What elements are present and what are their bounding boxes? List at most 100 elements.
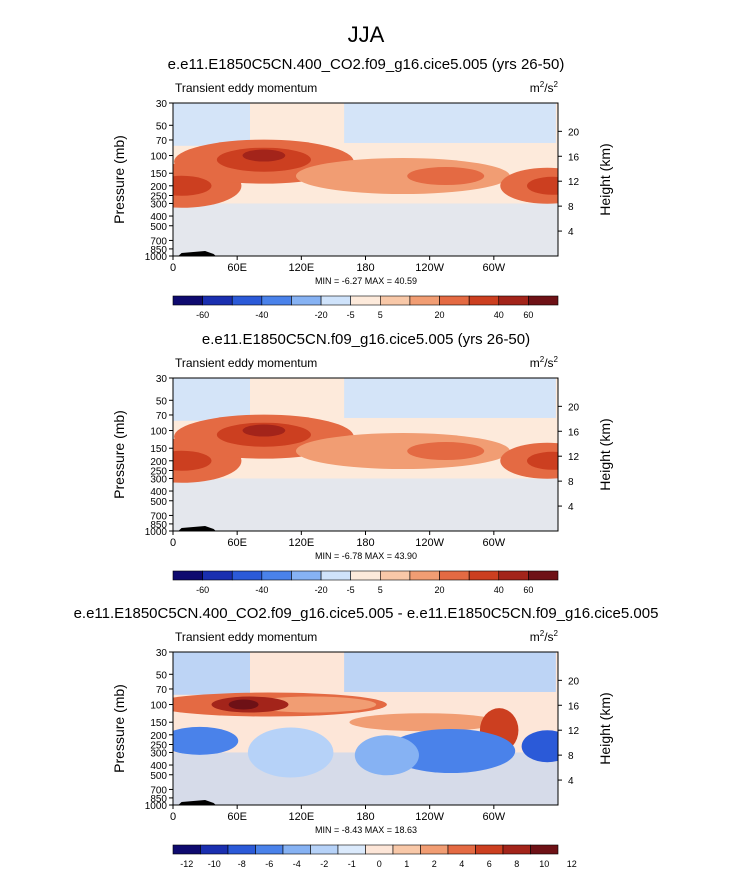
contour-level <box>295 158 510 195</box>
y-tick-label: 200 <box>150 182 167 193</box>
y-tick-label: 250 <box>150 741 167 752</box>
right-tick-label: 12 <box>568 452 580 463</box>
colorbar-box <box>409 570 440 581</box>
y-tick-label: 700 <box>150 236 167 247</box>
colorbar-box <box>320 295 351 306</box>
x-tick-label: 120E <box>288 537 314 549</box>
y-tick-label: 50 <box>156 121 168 132</box>
contour-field <box>173 652 558 805</box>
colorbar-box <box>468 570 500 581</box>
colorbar-box <box>498 570 529 581</box>
units-sup: 2 <box>554 355 559 364</box>
colorbar-box <box>200 844 229 855</box>
region-negative <box>173 652 250 695</box>
contour-level <box>407 167 485 186</box>
y-axis-title: Pressure (mb) <box>111 684 127 773</box>
colorbar-box <box>392 844 421 855</box>
right-tick-label: 20 <box>568 127 580 138</box>
min-max-label: MIN = -8.43 MAX = 18.63 <box>315 825 417 835</box>
y-tick-label: 850 <box>150 245 167 256</box>
colorbar-box <box>172 570 203 581</box>
topography <box>178 526 216 531</box>
colorbar-box <box>439 295 470 306</box>
y-tick-label: 1000 <box>145 252 168 263</box>
colorbar-label: 4 <box>459 859 464 869</box>
chart-panel-1: e.e11.E1850C5CN.400_CO2.f09_g16.cice5.00… <box>111 56 613 320</box>
right-tick-label: 8 <box>568 751 574 762</box>
colorbar-box <box>231 570 263 581</box>
units-sup: 2 <box>554 629 559 638</box>
topography <box>178 251 216 256</box>
main-title: JJA <box>348 22 385 47</box>
y-tick-label: 850 <box>150 520 167 531</box>
colorbar-label: 5 <box>378 585 383 595</box>
contour-level <box>242 424 286 437</box>
colorbar-label: -2 <box>320 859 328 869</box>
units-sup: 2 <box>540 629 545 638</box>
region-negative <box>173 378 250 421</box>
y-tick-label: 100 <box>150 152 167 163</box>
right-tick-label: 16 <box>568 427 580 438</box>
x-tick-label: 0 <box>170 537 176 549</box>
units-mid: /s <box>544 630 553 644</box>
colorbar-label: 10 <box>539 859 549 869</box>
units-label: m2/s2 <box>530 629 559 644</box>
right-tick-label: 20 <box>568 676 580 687</box>
colorbar-label: 40 <box>494 585 504 595</box>
colorbar-label: -10 <box>208 859 221 869</box>
y-tick-label: 150 <box>150 718 167 729</box>
chart-title: e.e11.E1850C5CN.400_CO2.f09_g16.cice5.00… <box>74 605 659 622</box>
y-tick-label: 50 <box>156 396 168 407</box>
colorbar-label: 0 <box>377 859 382 869</box>
chart-panel-2: e.e11.E1850C5CN.f09_g16.cice5.005 (yrs 2… <box>111 331 613 595</box>
colorbar-label: -4 <box>293 859 301 869</box>
contour-level <box>173 726 239 755</box>
units-base: m <box>530 81 540 95</box>
colorbar-label: 20 <box>435 585 445 595</box>
y-axis-title: Pressure (mb) <box>111 410 127 499</box>
colorbar-box <box>420 844 449 855</box>
contour-level <box>173 175 212 196</box>
min-max-label: MIN = -6.27 MAX = 40.59 <box>315 276 417 286</box>
y-tick-label: 150 <box>150 444 167 455</box>
colorbar-box <box>447 844 476 855</box>
y-tick-label: 30 <box>156 648 168 659</box>
contour-level <box>242 149 286 162</box>
units-base: m <box>530 630 540 644</box>
colorbar-label: 20 <box>435 310 445 320</box>
x-tick-label: 60W <box>483 537 506 549</box>
right-tick-label: 12 <box>568 726 580 737</box>
colorbar-label: 6 <box>487 859 492 869</box>
x-tick-label: 120W <box>415 537 444 549</box>
right-tick-label: 8 <box>568 477 574 488</box>
contour-field <box>173 378 558 531</box>
colorbar-box <box>528 295 559 306</box>
colorbar-box <box>291 570 322 581</box>
right-tick-label: 4 <box>568 227 574 238</box>
contour-level <box>386 728 516 773</box>
y-tick-label: 300 <box>150 199 167 210</box>
contour-level <box>173 450 212 471</box>
colorbar-label: -60 <box>196 585 209 595</box>
x-tick-label: 180 <box>356 811 374 823</box>
x-tick-label: 0 <box>170 811 176 823</box>
colorbar-label: 1 <box>404 859 409 869</box>
colorbar-label: 60 <box>523 585 533 595</box>
colorbar-box <box>498 295 529 306</box>
y-tick-label: 70 <box>156 685 168 696</box>
chart-panel-3: e.e11.E1850C5CN.400_CO2.f09_g16.cice5.00… <box>74 605 659 869</box>
region-negative <box>173 478 558 531</box>
colorbar-box <box>409 295 440 306</box>
y-tick-label: 500 <box>150 222 167 233</box>
units-label: m2/s2 <box>530 355 559 370</box>
y-tick-label: 200 <box>150 457 167 468</box>
right-tick-label: 8 <box>568 202 574 213</box>
colorbar-box <box>231 295 263 306</box>
colorbar-box <box>530 844 559 855</box>
y-tick-label: 400 <box>150 761 167 772</box>
colorbar-box <box>468 295 500 306</box>
y-tick-label: 400 <box>150 212 167 223</box>
contour-level <box>407 442 485 461</box>
units-mid: /s <box>544 81 553 95</box>
